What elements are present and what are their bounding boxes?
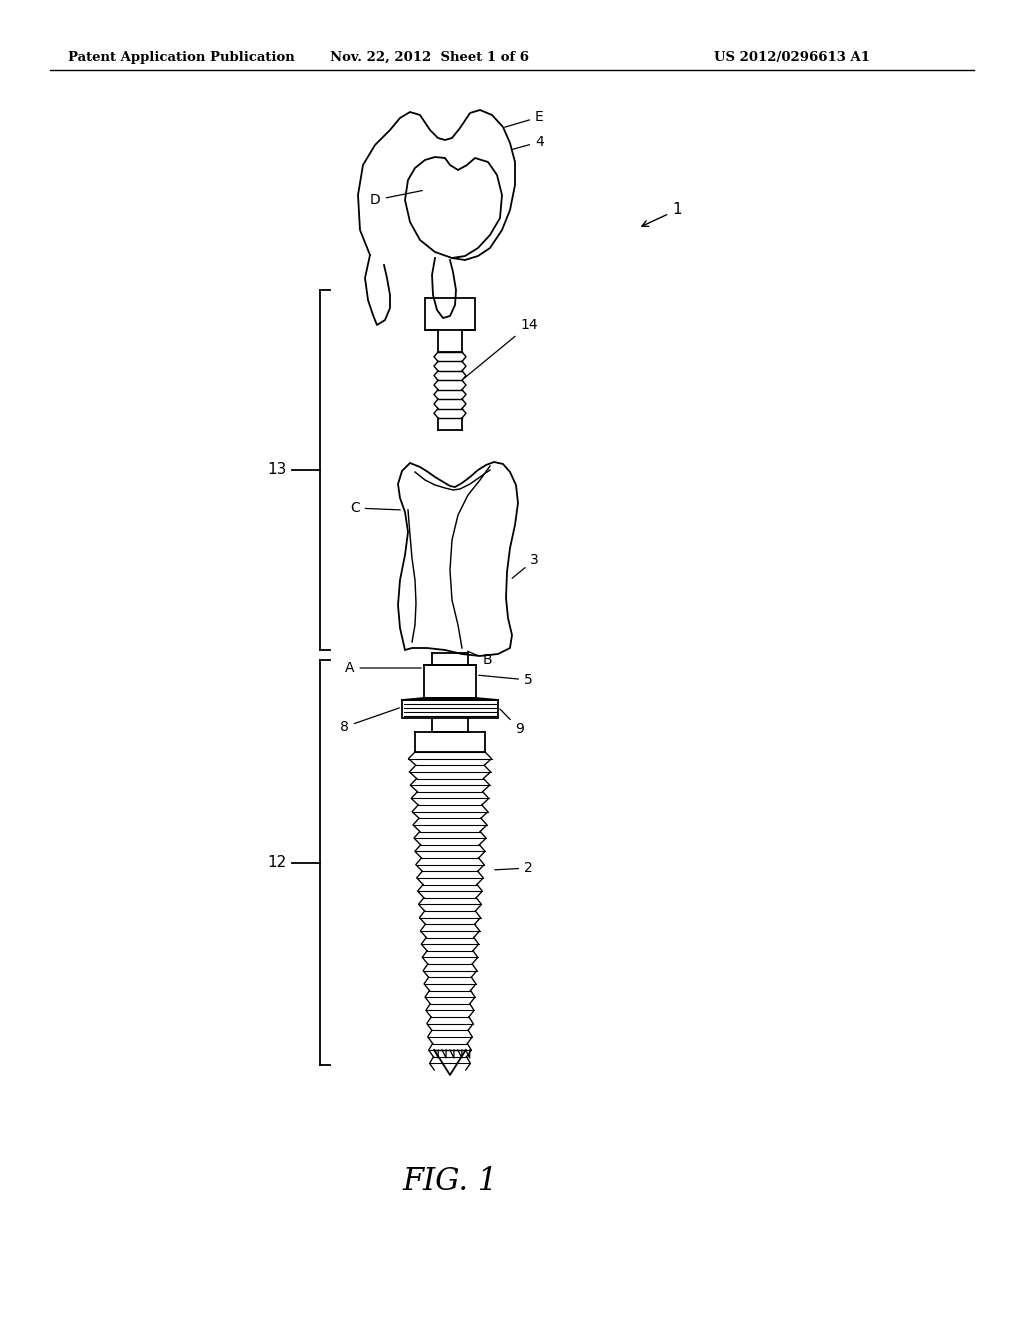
Bar xyxy=(425,298,475,330)
Text: E: E xyxy=(505,110,544,127)
Text: Patent Application Publication: Patent Application Publication xyxy=(68,50,295,63)
Text: D: D xyxy=(370,190,422,207)
Text: Nov. 22, 2012  Sheet 1 of 6: Nov. 22, 2012 Sheet 1 of 6 xyxy=(331,50,529,63)
Text: B: B xyxy=(468,651,493,667)
Text: US 2012/0296613 A1: US 2012/0296613 A1 xyxy=(714,50,870,63)
Bar xyxy=(424,665,476,698)
Text: 1: 1 xyxy=(642,202,682,226)
Bar xyxy=(402,700,498,718)
Text: A: A xyxy=(345,661,421,675)
Text: 2: 2 xyxy=(495,861,532,875)
Text: 4: 4 xyxy=(513,135,544,149)
Text: 14: 14 xyxy=(464,318,538,379)
Text: 13: 13 xyxy=(267,462,287,478)
Text: 3: 3 xyxy=(512,553,539,578)
Text: C: C xyxy=(350,502,400,515)
Text: 5: 5 xyxy=(479,673,532,686)
Text: 12: 12 xyxy=(267,855,287,870)
Text: 9: 9 xyxy=(500,709,524,737)
Polygon shape xyxy=(398,462,518,656)
Text: FIG. 1: FIG. 1 xyxy=(402,1167,498,1197)
Text: 8: 8 xyxy=(340,708,399,734)
